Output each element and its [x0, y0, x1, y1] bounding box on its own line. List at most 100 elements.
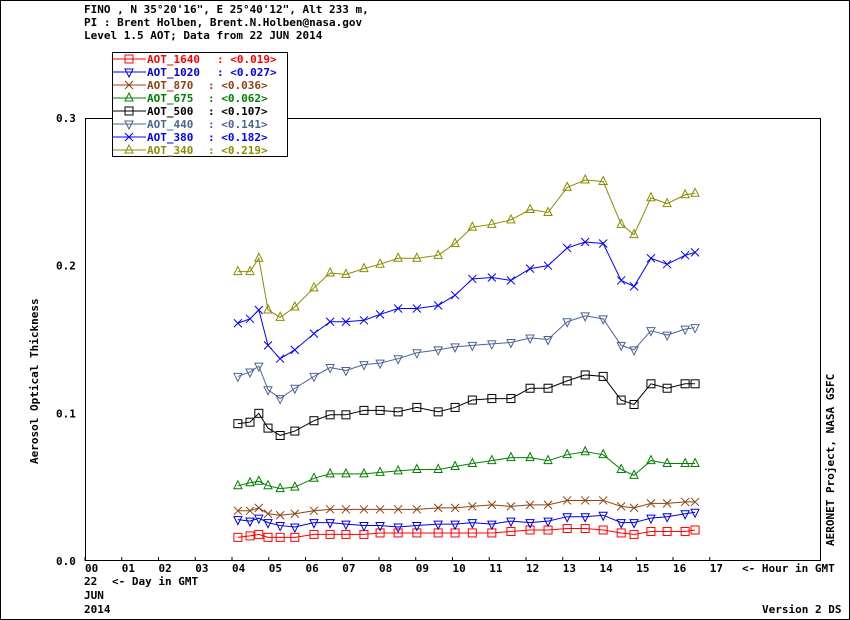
- x-tick-label: 10: [453, 562, 466, 575]
- data-point-marker: [506, 451, 516, 462]
- data-point-marker: [375, 504, 385, 514]
- data-point-marker: [598, 315, 608, 325]
- y-axis-label: Aerosol Optical Thickness: [28, 298, 41, 464]
- y-tick-label: 0.0: [56, 555, 76, 568]
- data-point-marker: [290, 509, 300, 519]
- data-point-marker: [375, 405, 385, 415]
- data-point-marker: [629, 346, 639, 356]
- data-point-marker: [506, 213, 516, 224]
- data-point-marker: [690, 248, 700, 257]
- data-point-marker: [487, 454, 497, 465]
- data-point-marker: [543, 383, 553, 393]
- data-point-marker: [467, 457, 478, 468]
- data-point-marker: [467, 221, 478, 231]
- series-aot-380: [233, 237, 700, 364]
- data-point-marker: [562, 496, 572, 505]
- data-point-marker: [562, 243, 572, 253]
- data-point-marker: [506, 502, 516, 511]
- data-point-marker: [690, 324, 700, 334]
- data-point-marker: [662, 499, 672, 508]
- data-point-marker: [290, 523, 300, 534]
- data-point-marker: [290, 300, 300, 311]
- data-point-marker: [543, 336, 553, 346]
- data-point-marker: [487, 394, 497, 404]
- data-point-marker: [680, 379, 690, 389]
- y-tick-label: 0.3: [56, 112, 76, 125]
- x-tick-label: 02: [159, 562, 172, 575]
- data-point-marker: [412, 522, 422, 532]
- data-point-marker: [680, 526, 690, 536]
- data-point-marker: [309, 506, 319, 516]
- data-point-marker: [263, 341, 273, 350]
- data-point-marker: [309, 372, 319, 383]
- legend-label: AOT_675: [147, 92, 193, 105]
- data-point-marker: [245, 506, 255, 516]
- data-point-marker: [562, 376, 572, 386]
- data-point-marker: [580, 237, 590, 247]
- legend-marker-icon: [124, 132, 134, 142]
- data-point-marker: [375, 310, 385, 319]
- x-tick-label: 15: [636, 562, 649, 575]
- data-point-marker: [543, 454, 553, 465]
- day-axis-label: <- Day in GMT: [112, 575, 198, 588]
- data-point-marker: [616, 276, 626, 285]
- y-axis: 0.0 0.1 0.2 0.3: [56, 112, 76, 568]
- y-tick-label: 0.2: [56, 260, 76, 273]
- legend-marker-icon: [124, 68, 134, 79]
- series-group: [233, 173, 700, 542]
- data-point-marker: [680, 250, 690, 260]
- data-point-marker: [375, 466, 385, 476]
- legend-entry: AOT_340: <0.219>: [113, 143, 268, 157]
- data-point-marker: [275, 430, 285, 440]
- legend-entry: AOT_675: <0.062>: [113, 91, 268, 105]
- x-tick-label: 17: [710, 562, 723, 575]
- data-point-marker: [598, 175, 608, 185]
- data-point-marker: [506, 276, 516, 285]
- data-point-marker: [275, 532, 285, 542]
- aeronet-side-label: AERONET Project, NASA GSFC: [824, 374, 837, 546]
- data-point-marker: [433, 503, 443, 513]
- data-point-marker: [525, 451, 535, 462]
- data-point-marker: [662, 383, 672, 393]
- series-aot-870: [233, 496, 700, 520]
- data-point-marker: [646, 191, 656, 202]
- data-point-marker: [412, 304, 422, 313]
- legend-label: AOT_1640: [147, 53, 200, 66]
- data-point-marker: [341, 317, 351, 327]
- data-point-marker: [325, 266, 335, 277]
- data-point-marker: [450, 520, 460, 531]
- data-point-marker: [580, 496, 590, 505]
- month-value: JUN: [84, 589, 104, 602]
- x-tick-label: 13: [563, 562, 576, 575]
- legend-mean: : <0.036>: [208, 79, 268, 92]
- data-point-marker: [393, 252, 403, 262]
- series-aot-340: [233, 173, 700, 321]
- data-point-marker: [487, 273, 497, 282]
- data-point-marker: [580, 370, 590, 380]
- data-point-marker: [662, 331, 672, 342]
- data-point-marker: [263, 386, 273, 396]
- data-point-marker: [646, 499, 656, 508]
- data-point-marker: [341, 367, 351, 377]
- data-point-marker: [598, 371, 608, 381]
- data-point-marker: [375, 528, 385, 538]
- data-point-marker: [412, 402, 422, 412]
- data-point-marker: [616, 218, 626, 228]
- data-point-marker: [467, 519, 478, 529]
- legend-entry: AOT_500: <0.107>: [113, 105, 268, 118]
- data-point-marker: [393, 407, 403, 417]
- data-point-marker: [341, 268, 351, 279]
- data-point-marker: [629, 281, 639, 291]
- data-point-marker: [680, 510, 690, 520]
- data-point-marker: [662, 197, 672, 208]
- data-point-marker: [290, 481, 300, 491]
- data-point-marker: [680, 188, 690, 199]
- data-point-marker: [616, 519, 626, 529]
- x-tick-label: 07: [342, 562, 355, 575]
- data-point-marker: [646, 454, 656, 465]
- data-point-marker: [680, 497, 690, 507]
- data-point-marker: [309, 281, 319, 292]
- data-point-marker: [433, 346, 443, 356]
- data-point-marker: [309, 416, 319, 426]
